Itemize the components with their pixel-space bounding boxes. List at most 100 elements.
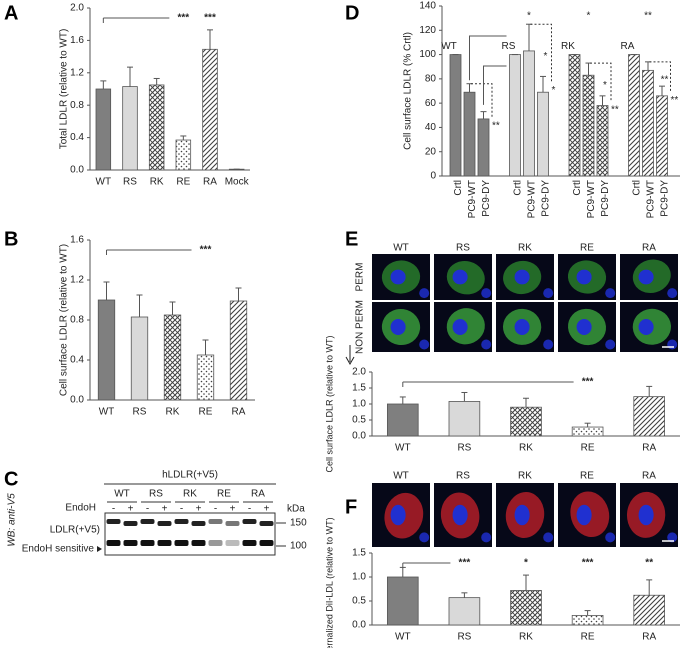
bar bbox=[175, 139, 192, 171]
y-axis-label: Cell surface LDLR (relative to WT) bbox=[324, 335, 334, 472]
nucleus bbox=[638, 504, 654, 526]
panel-label: C bbox=[4, 468, 18, 490]
band bbox=[174, 540, 189, 546]
band-arrow bbox=[97, 546, 102, 552]
significance: * bbox=[587, 11, 591, 22]
x-tick-label: RE bbox=[199, 407, 213, 418]
y-tick-label: 0.4 bbox=[70, 132, 84, 143]
nucleus bbox=[390, 504, 406, 526]
significance: * bbox=[544, 51, 548, 62]
arrow bbox=[345, 345, 355, 366]
x-tick-label: RS bbox=[457, 443, 471, 454]
bar bbox=[97, 299, 116, 401]
treatment-sign: - bbox=[214, 504, 217, 515]
bar bbox=[571, 426, 604, 437]
bar bbox=[122, 86, 138, 171]
dotted-bracket bbox=[530, 23, 552, 83]
bar bbox=[628, 54, 640, 177]
x-tick-label: RS bbox=[457, 632, 471, 643]
dotted-bracket bbox=[649, 61, 671, 93]
lane-label: RA bbox=[642, 243, 656, 254]
significance: *** bbox=[582, 377, 594, 388]
bar bbox=[523, 50, 535, 177]
panel-label: B bbox=[4, 228, 18, 250]
y-tick-label: 2.0 bbox=[70, 3, 84, 14]
nucleus bbox=[543, 288, 554, 299]
bar bbox=[582, 74, 595, 177]
x-tick-label: Crtl bbox=[513, 180, 524, 196]
treatment-sign: - bbox=[180, 504, 183, 515]
significance: *** bbox=[177, 13, 189, 24]
x-tick-label: PC9-DY bbox=[541, 180, 552, 217]
band bbox=[225, 540, 240, 546]
treatment-sign: - bbox=[112, 504, 115, 515]
x-tick-label: RS bbox=[133, 407, 147, 418]
bar bbox=[510, 406, 542, 437]
band bbox=[242, 519, 257, 524]
row-label: PERM bbox=[355, 263, 366, 292]
lane-label: WT bbox=[114, 489, 130, 500]
y-tick-label: 0.4 bbox=[70, 355, 84, 366]
bar bbox=[656, 95, 668, 177]
x-tick-label: WT bbox=[395, 443, 411, 454]
x-tick-label: Mock bbox=[225, 177, 250, 188]
band bbox=[157, 540, 172, 546]
significance: ** bbox=[671, 95, 679, 106]
bar bbox=[633, 396, 665, 437]
lane-label: RS bbox=[456, 243, 470, 254]
y-tick-label: 1.6 bbox=[70, 35, 84, 46]
treatment-sign: + bbox=[230, 504, 236, 515]
y-axis-label: Internalized DiI-LDL (relative to WT) bbox=[324, 517, 334, 648]
nucleus bbox=[452, 269, 468, 285]
y-tick-label: 1.6 bbox=[70, 235, 84, 246]
x-tick-label: PC9-WT bbox=[586, 180, 597, 218]
band bbox=[140, 540, 155, 546]
group-label: RK bbox=[561, 41, 575, 52]
y-tick-label: 0.0 bbox=[70, 165, 84, 176]
y-tick-label: 1.0 bbox=[352, 572, 366, 583]
y-tick-label: 20 bbox=[425, 146, 437, 157]
nucleus bbox=[452, 319, 468, 335]
significance: *** bbox=[582, 558, 594, 569]
x-tick-label: RE bbox=[176, 177, 190, 188]
nucleus bbox=[605, 339, 616, 350]
y-tick-label: 40 bbox=[425, 122, 437, 133]
y-tick-label: 1.0 bbox=[352, 399, 366, 410]
y-tick-label: 1.5 bbox=[352, 383, 366, 394]
lane-label: RS bbox=[456, 471, 470, 482]
bar bbox=[448, 597, 481, 626]
treatment-sign: - bbox=[248, 504, 251, 515]
y-axis-label: Cell surface LDLR (% Crtl) bbox=[403, 32, 414, 150]
y-tick-label: 0.0 bbox=[352, 431, 366, 442]
nucleus bbox=[543, 532, 554, 543]
band bbox=[242, 540, 257, 546]
nucleus bbox=[605, 288, 616, 299]
y-tick-label: 80 bbox=[425, 73, 437, 84]
nucleus bbox=[481, 288, 492, 299]
significance: ** bbox=[645, 558, 653, 569]
significance: * bbox=[527, 11, 531, 22]
bar bbox=[148, 84, 165, 171]
significance: * bbox=[552, 85, 556, 96]
bar bbox=[596, 105, 609, 177]
nucleus bbox=[419, 339, 430, 350]
marker: 150 bbox=[290, 518, 307, 529]
lane-label: RE bbox=[580, 243, 594, 254]
significance: * bbox=[524, 558, 528, 569]
band bbox=[208, 540, 223, 546]
unit: kDa bbox=[287, 504, 305, 515]
y-tick-label: 0.8 bbox=[70, 100, 84, 111]
treatment-sign: - bbox=[146, 504, 149, 515]
bar bbox=[477, 118, 490, 177]
group-label: RS bbox=[502, 41, 516, 52]
significance: *** bbox=[204, 13, 216, 24]
bar bbox=[386, 576, 419, 626]
band bbox=[123, 521, 138, 526]
bracket bbox=[483, 65, 507, 105]
panel-label: D bbox=[345, 2, 359, 24]
y-tick-label: 1.2 bbox=[70, 275, 84, 286]
y-tick-label: 1.5 bbox=[352, 548, 366, 559]
bar bbox=[196, 354, 215, 401]
nucleus bbox=[452, 504, 468, 526]
